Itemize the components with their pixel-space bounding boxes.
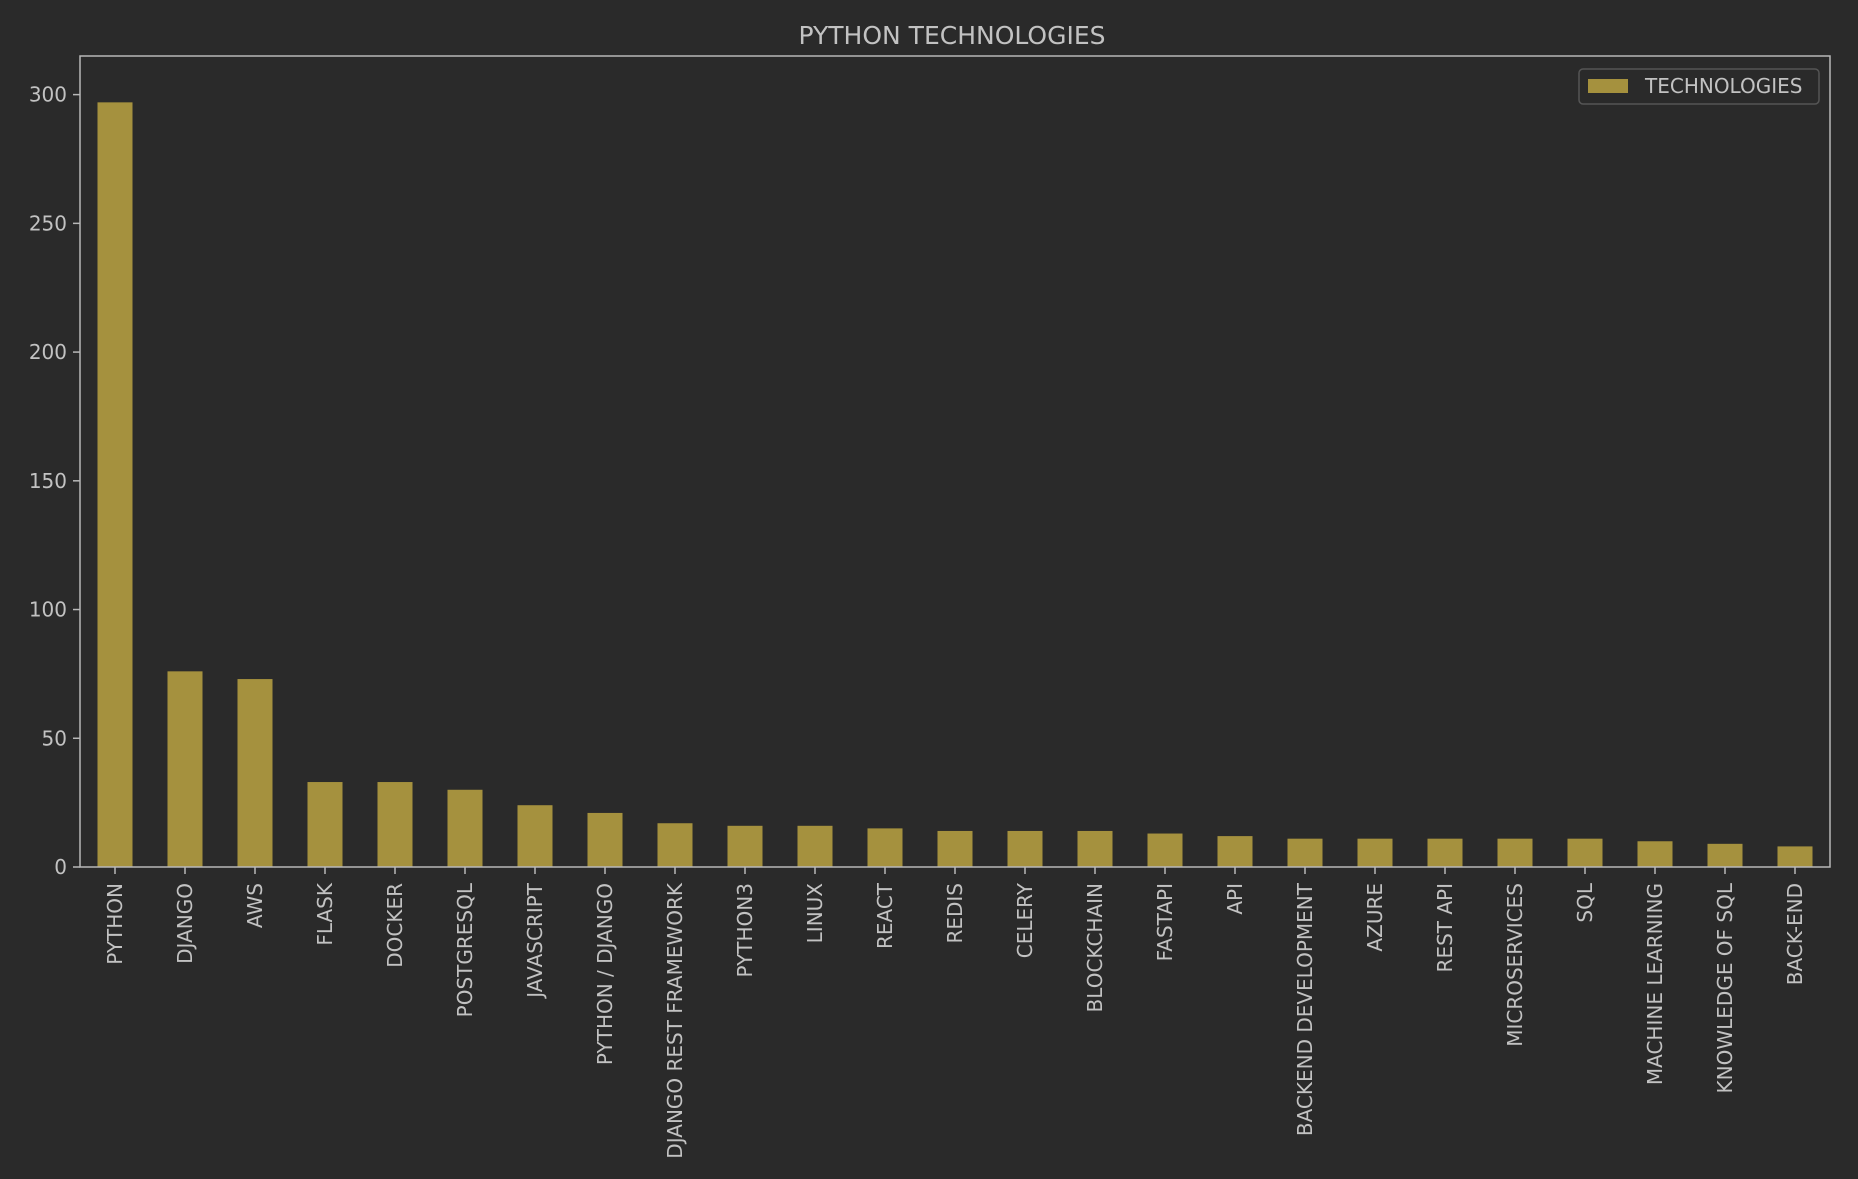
bar — [937, 830, 973, 867]
bar — [867, 828, 903, 867]
bar — [1637, 841, 1673, 867]
bar — [1497, 838, 1533, 867]
x-tick-label: LINUX — [803, 883, 827, 944]
x-tick-label: POSTGRESQL — [453, 882, 477, 1017]
y-tick-label: 50 — [42, 726, 67, 750]
y-axis: 0 50 100 150 200 250 300 — [29, 83, 80, 879]
legend-swatch — [1588, 79, 1628, 93]
y-tick-label: 200 — [29, 340, 67, 364]
plot-frame — [79, 55, 1831, 868]
bar — [377, 782, 413, 867]
bar — [1217, 836, 1253, 867]
x-tick-label: REDIS — [943, 883, 967, 944]
x-tick-label: KNOWLEDGE OF SQL — [1713, 882, 1737, 1093]
y-tick-label: 0 — [54, 855, 67, 879]
x-tick-label: PYTHON3 — [733, 883, 757, 978]
x-tick-label: REACT — [873, 882, 897, 949]
x-tick-label: SQL — [1573, 882, 1597, 922]
bar — [447, 789, 483, 867]
x-tick-label: DOCKER — [383, 883, 407, 968]
y-tick-label: 150 — [29, 469, 67, 493]
bar — [1077, 830, 1113, 867]
legend-box — [1578, 68, 1820, 105]
bar — [1287, 838, 1323, 867]
bar — [587, 812, 623, 867]
bar — [797, 825, 833, 867]
x-tick-label: JAVASCRIPT — [523, 882, 547, 1000]
x-tick-label: MICROSERVICES — [1503, 883, 1527, 1047]
x-tick-label: MACHINE LEARNING — [1643, 883, 1667, 1085]
bar — [307, 782, 343, 867]
y-tick-label: 100 — [29, 598, 67, 622]
x-tick-label: PYTHON — [103, 883, 127, 965]
bar — [1707, 843, 1743, 867]
y-tick-label: 250 — [29, 211, 67, 235]
x-tick-label: DJANGO REST FRAMEWORK — [663, 882, 687, 1159]
bar — [1777, 846, 1813, 867]
x-tick-label: BACK-END — [1783, 883, 1807, 985]
legend: TECHNOLOGIES — [1578, 68, 1820, 105]
bars-group — [97, 102, 1813, 868]
bar — [97, 102, 133, 868]
x-tick-labels: PYTHON DJANGO AWS FLASK DOCKER POSTGRESQL JAVA… — [103, 867, 1807, 1159]
bar — [1427, 838, 1463, 867]
bar — [657, 823, 693, 867]
legend-label: TECHNOLOGIES — [1644, 74, 1802, 98]
chart-title: PYTHON TECHNOLOGIES — [798, 21, 1105, 50]
x-tick-label: API — [1223, 883, 1247, 915]
x-tick-label: REST API — [1433, 883, 1457, 972]
bar — [1357, 838, 1393, 867]
x-tick-label: AZURE — [1363, 883, 1387, 952]
bar — [237, 679, 273, 867]
x-tick-label: CELERY — [1013, 882, 1037, 958]
bar — [727, 825, 763, 867]
x-tick-label: DJANGO — [173, 883, 197, 964]
bar — [1007, 830, 1043, 867]
x-tick-label: AWS — [243, 883, 267, 928]
bar — [167, 671, 203, 867]
bar — [517, 805, 553, 867]
y-tick-label: 300 — [29, 83, 67, 107]
x-tick-label: BACKEND DEVELOPMENT — [1293, 882, 1317, 1136]
x-tick-label: FASTAPI — [1153, 883, 1177, 961]
bar — [1147, 833, 1183, 867]
x-tick-label: BLOCKCHAIN — [1083, 883, 1107, 1012]
x-tick-label: FLASK — [313, 882, 337, 945]
bar — [1567, 838, 1603, 867]
x-tick-label: PYTHON / DJANGO — [593, 883, 617, 1065]
